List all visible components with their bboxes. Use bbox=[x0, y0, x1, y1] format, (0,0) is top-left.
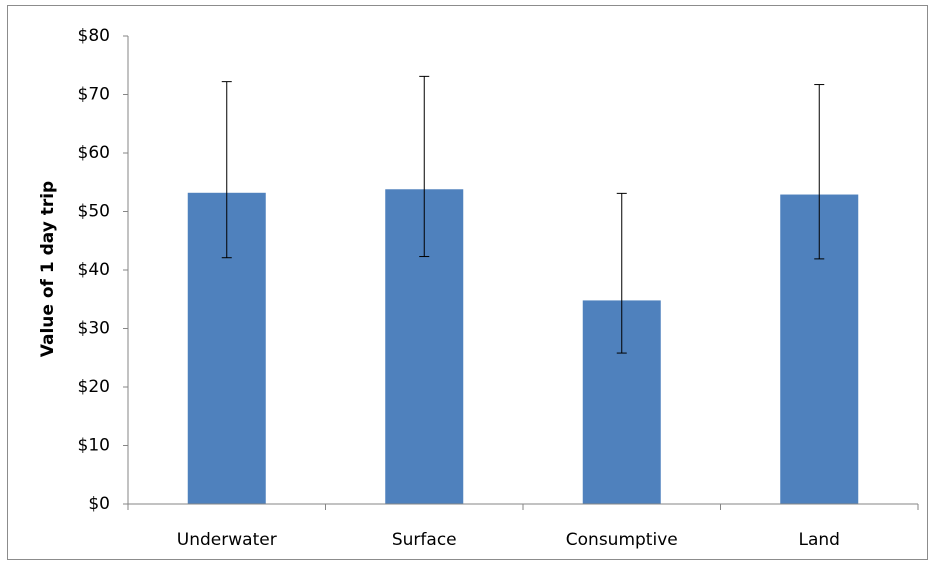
y-tick-label: $10 bbox=[78, 436, 110, 456]
x-tick-label: Consumptive bbox=[566, 530, 678, 550]
y-tick-labels: $0 $10 $20 $30 $40 $50 $60 $70 $80 bbox=[78, 26, 110, 514]
bars bbox=[187, 189, 859, 504]
y-tick-label: $30 bbox=[78, 319, 110, 339]
y-tick-label: $20 bbox=[78, 377, 110, 397]
y-tick-label: $60 bbox=[78, 143, 110, 163]
y-tick-label: $70 bbox=[78, 85, 110, 105]
y-tick-label: $40 bbox=[78, 260, 110, 280]
chart-frame bbox=[7, 5, 928, 560]
x-tick-label: Surface bbox=[392, 530, 457, 550]
y-tick-label: $80 bbox=[78, 26, 110, 46]
y-tick-label: $0 bbox=[88, 494, 110, 514]
axes bbox=[123, 35, 919, 510]
x-tick-labels: Underwater Surface Consumptive Land bbox=[177, 530, 840, 550]
y-tick-label: $50 bbox=[78, 202, 110, 222]
error-bars bbox=[221, 75, 825, 354]
x-tick-label: Land bbox=[799, 530, 840, 550]
y-axis-title-group: Value of 1 day trip bbox=[38, 181, 58, 357]
x-tick-label: Underwater bbox=[177, 530, 277, 550]
y-axis-title: Value of 1 day trip bbox=[38, 181, 58, 357]
